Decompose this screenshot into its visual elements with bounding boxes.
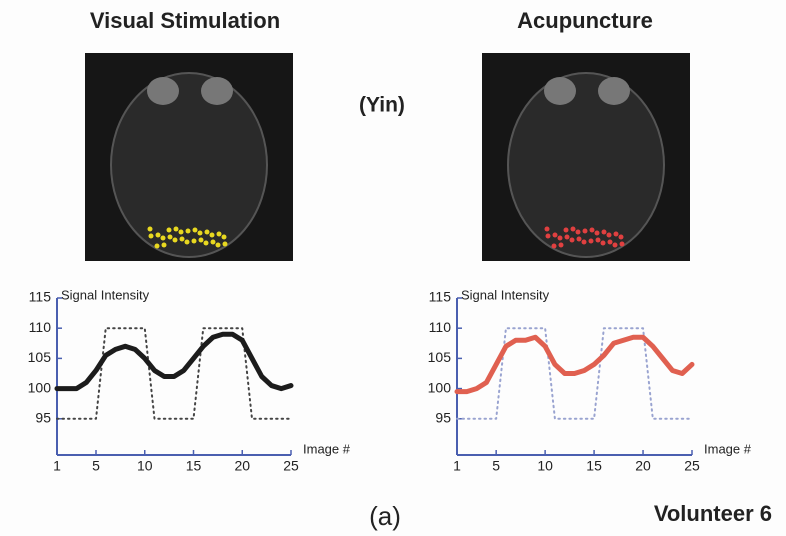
- activation-spot: [199, 238, 204, 243]
- panel-label: (a): [369, 501, 401, 531]
- activation-spot: [156, 233, 161, 238]
- scan-eye: [147, 77, 179, 105]
- activation-spot: [174, 227, 179, 232]
- y-tick-label: 110: [29, 319, 52, 335]
- x-tick-label: 1: [453, 458, 461, 474]
- activation-spot: [546, 234, 551, 239]
- activation-spot: [161, 236, 166, 241]
- x-tick-label: 10: [137, 458, 153, 474]
- activation-spot: [210, 233, 215, 238]
- activation-spot: [577, 237, 582, 242]
- scan-eye: [201, 77, 233, 105]
- activation-spot: [601, 241, 606, 246]
- y-tick-label: 95: [35, 409, 51, 425]
- activation-spot: [168, 235, 173, 240]
- y-tick-label: 115: [29, 289, 52, 305]
- activation-spot: [607, 233, 612, 238]
- x-tick-label: 25: [283, 458, 299, 474]
- x-tick-label: 15: [186, 458, 202, 474]
- activation-spot: [564, 228, 569, 233]
- y-tick-label: 115: [429, 289, 452, 305]
- activation-spot: [149, 234, 154, 239]
- activation-spot: [558, 236, 563, 241]
- activation-spot: [602, 230, 607, 235]
- activation-spot: [216, 243, 221, 248]
- activation-spot: [595, 231, 600, 236]
- activation-spot: [553, 233, 558, 238]
- x-tick-label: 1: [53, 458, 61, 474]
- activation-spot: [545, 227, 550, 232]
- y-tick-label: 100: [28, 379, 52, 395]
- subject-label: Volunteer 6: [654, 501, 772, 526]
- activation-spot: [620, 242, 625, 247]
- x-axis-label: Image #: [303, 441, 351, 456]
- x-tick-label: 15: [586, 458, 602, 474]
- figure: (Yin) (a) Volunteer 6 Visual Stimulation…: [0, 0, 786, 536]
- x-tick-label: 5: [492, 458, 500, 474]
- activation-spot: [570, 238, 575, 243]
- activation-spot: [583, 229, 588, 234]
- chart-title: Visual Stimulation: [90, 8, 280, 33]
- activation-spot: [589, 239, 594, 244]
- activation-spot: [162, 243, 167, 248]
- y-tick-label: 110: [429, 319, 452, 335]
- x-tick-label: 25: [684, 458, 700, 474]
- activation-spot: [193, 228, 198, 233]
- activation-spot: [565, 235, 570, 240]
- y-tick-label: 105: [28, 349, 52, 365]
- activation-spot: [596, 238, 601, 243]
- activation-spot: [223, 242, 228, 247]
- condition-label: (Yin): [359, 94, 405, 117]
- activation-spot: [559, 243, 564, 248]
- activation-spot: [571, 227, 576, 232]
- activation-spot: [211, 240, 216, 245]
- x-tick-label: 10: [537, 458, 553, 474]
- scan-eye: [544, 77, 576, 105]
- y-tick-label: 105: [428, 349, 452, 365]
- y-tick-label: 95: [435, 409, 451, 425]
- activation-spot: [619, 235, 624, 240]
- activation-spot: [204, 241, 209, 246]
- activation-spot: [185, 240, 190, 245]
- activation-spot: [167, 228, 172, 233]
- activation-spot: [222, 235, 227, 240]
- activation-spot: [173, 238, 178, 243]
- activation-spot: [198, 231, 203, 236]
- x-tick-label: 20: [635, 458, 651, 474]
- activation-spot: [179, 230, 184, 235]
- activation-spot: [590, 228, 595, 233]
- activation-spot: [217, 232, 222, 237]
- activation-spot: [155, 244, 160, 249]
- activation-spot: [613, 243, 618, 248]
- x-axis-label: Image #: [704, 441, 752, 456]
- x-tick-label: 20: [234, 458, 250, 474]
- activation-spot: [552, 244, 557, 249]
- y-axis-label: Signal Intensity: [61, 287, 150, 302]
- activation-spot: [186, 229, 191, 234]
- activation-spot: [192, 239, 197, 244]
- activation-spot: [582, 240, 587, 245]
- activation-spot: [180, 237, 185, 242]
- chart-title: Acupuncture: [517, 8, 653, 33]
- activation-spot: [608, 240, 613, 245]
- activation-spot: [614, 232, 619, 237]
- activation-spot: [205, 230, 210, 235]
- x-tick-label: 5: [92, 458, 100, 474]
- activation-spot: [576, 230, 581, 235]
- activation-spot: [148, 227, 153, 232]
- scan-eye: [598, 77, 630, 105]
- y-tick-label: 100: [428, 379, 452, 395]
- y-axis-label: Signal Intensity: [461, 287, 550, 302]
